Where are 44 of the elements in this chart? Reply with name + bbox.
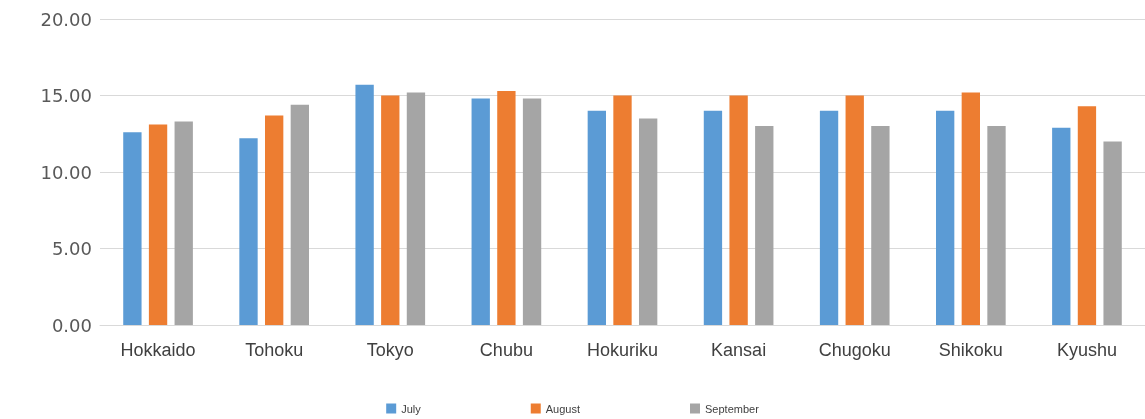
y-tick-label: 15.00 [40, 85, 92, 106]
x-tick-label: Kyushu [1056, 340, 1117, 360]
bar [381, 95, 400, 325]
bar [471, 98, 490, 325]
bar [1103, 141, 1122, 325]
bar [936, 110, 955, 325]
bar [703, 110, 723, 325]
x-tick-label: Hokuriku [586, 340, 659, 360]
bar [355, 84, 374, 325]
y-tick-label: 0.00 [51, 314, 92, 336]
x-tick-label: Chugoku [818, 340, 891, 360]
bar [1077, 106, 1097, 325]
legend-label: August [545, 402, 580, 415]
bar [613, 95, 632, 325]
x-tick-label: Tokyo [366, 340, 414, 360]
y-tick-label: 20.00 [40, 8, 92, 30]
bar [522, 98, 542, 325]
bar [729, 95, 748, 325]
legend-label: July [401, 402, 422, 415]
legend-label: September [705, 402, 760, 415]
x-tick-label: Chubu [479, 340, 533, 360]
bar [406, 92, 426, 325]
x-tick-label: Hokkaido [120, 340, 196, 360]
x-tick-label: Tohoku [245, 340, 304, 360]
bar [755, 126, 774, 325]
bar [819, 110, 839, 325]
y-tick-label: 5.00 [51, 238, 92, 259]
bar [871, 126, 890, 325]
y-tick-label: 10.00 [40, 161, 92, 183]
bar [239, 138, 258, 325]
bar [123, 132, 142, 325]
x-tick-label: Shikoku [938, 340, 1003, 360]
bar [639, 118, 658, 325]
bar [961, 92, 980, 325]
bar [1052, 127, 1071, 325]
bar [845, 95, 864, 325]
bar [497, 90, 516, 325]
x-tick-label: Kansai [711, 340, 767, 360]
bar [174, 121, 193, 325]
bar [265, 115, 284, 325]
bar [587, 110, 606, 325]
bar [987, 126, 1006, 325]
bar [148, 124, 168, 325]
bar [290, 104, 309, 325]
